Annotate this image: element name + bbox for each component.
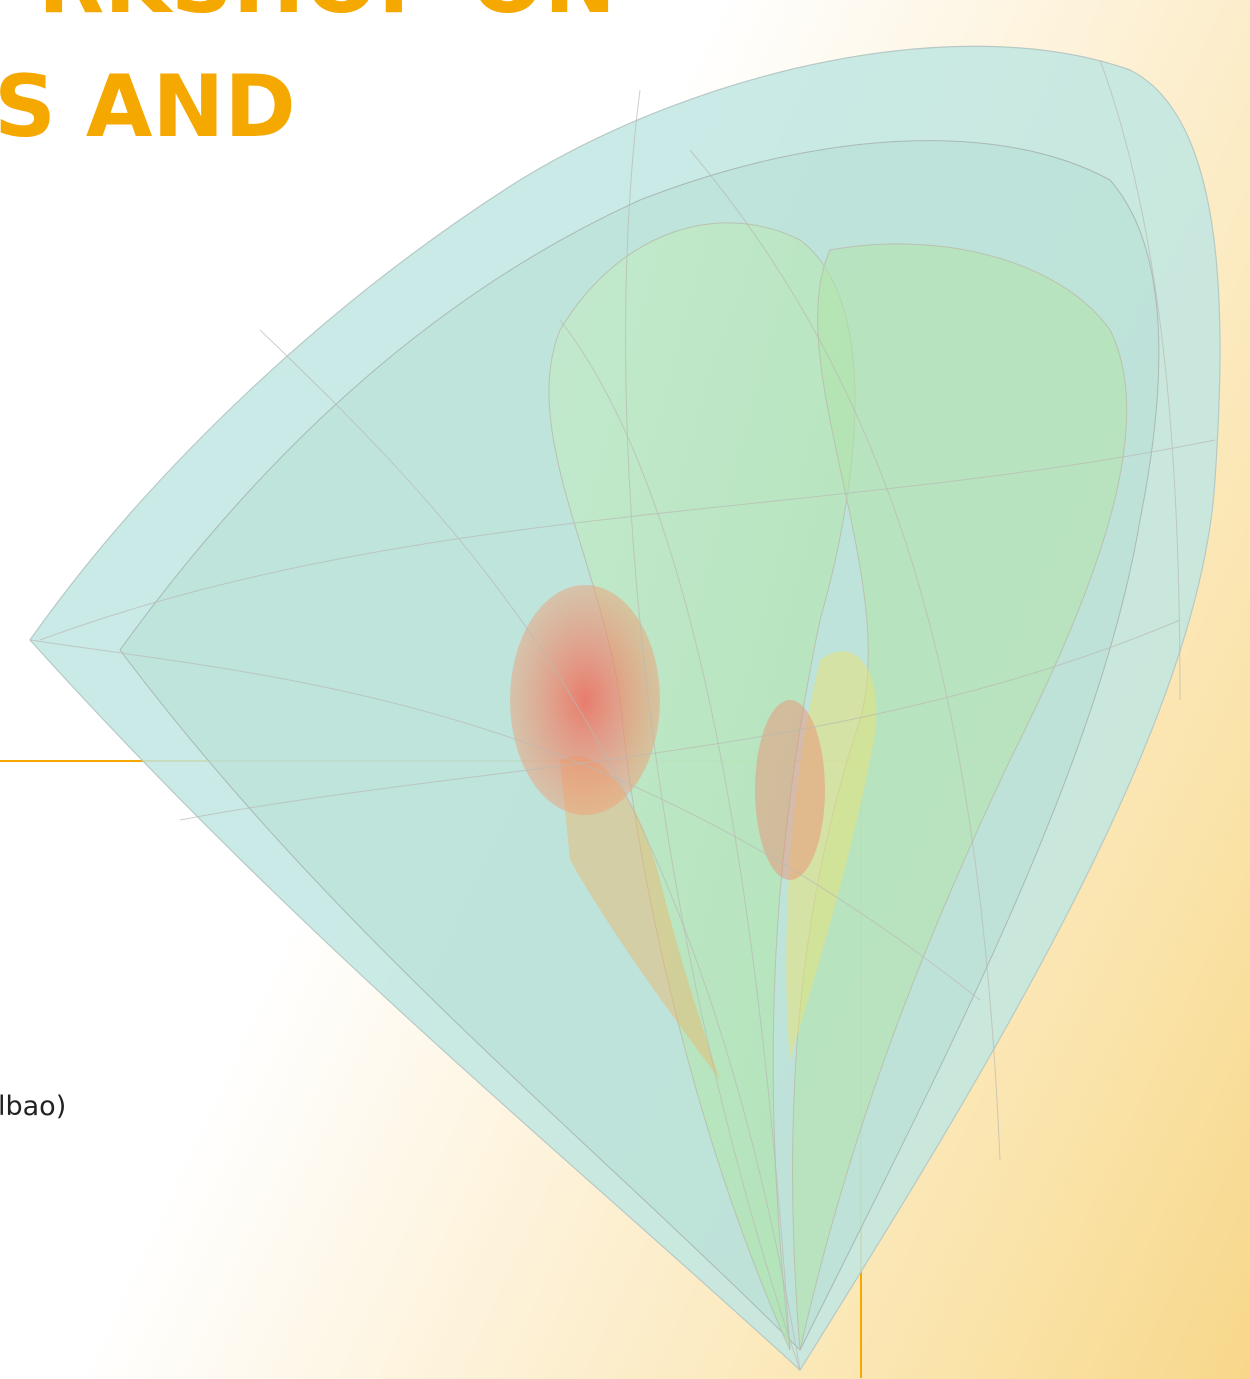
event-title-line-2: S AND — [0, 57, 296, 157]
green-lobe-right — [792, 243, 1128, 1351]
orange-band — [560, 756, 720, 1080]
red-core — [510, 585, 660, 815]
event-title-line-1: RKSHOP ON — [38, 0, 616, 26]
red-core-right — [755, 700, 825, 880]
yellow-band — [786, 651, 877, 1060]
info-text: lbao) — [0, 1091, 67, 1122]
